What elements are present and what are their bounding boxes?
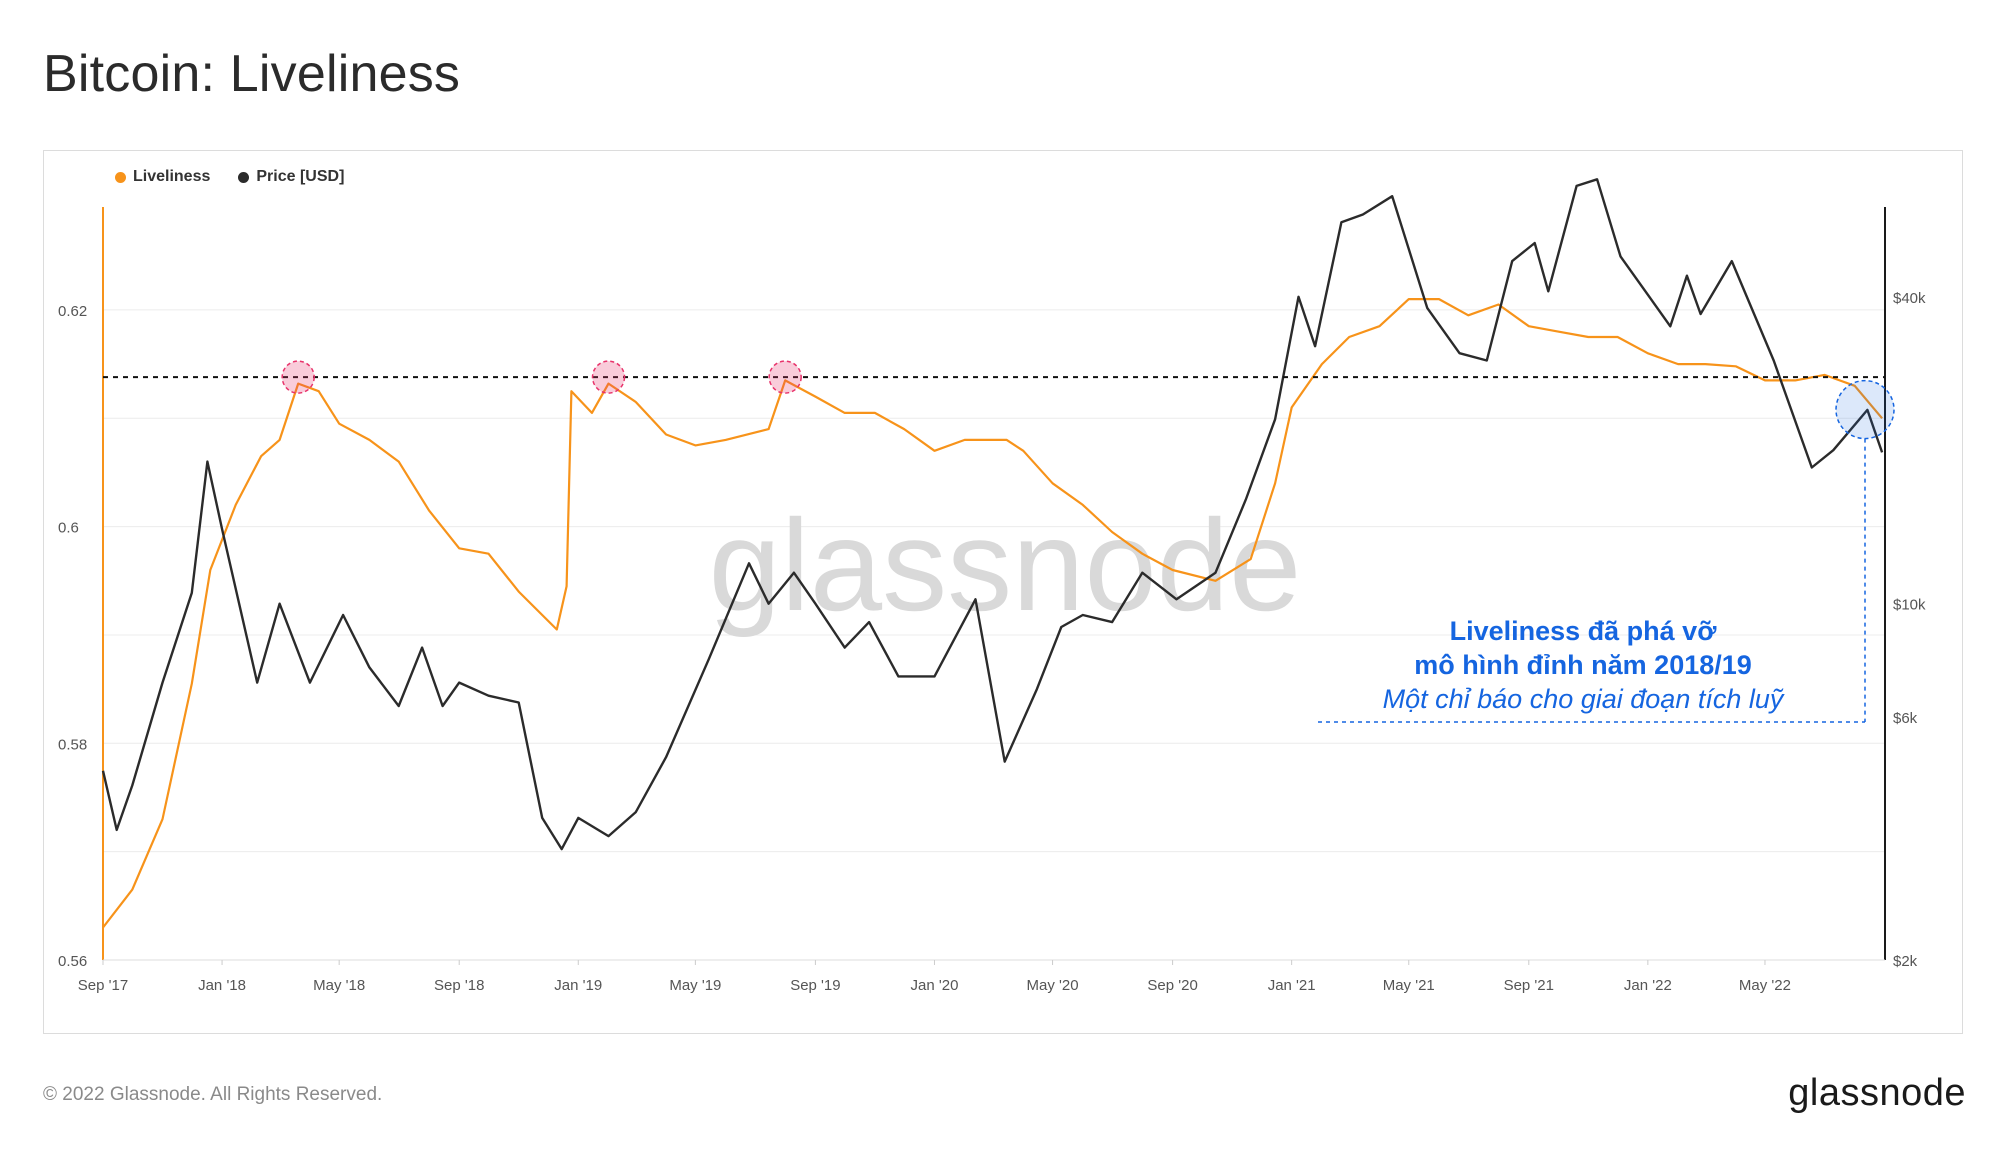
brand-logo: glassnode xyxy=(1788,1072,1966,1114)
x-tick-label: Sep '18 xyxy=(434,977,484,994)
copyright-text: © 2022 Glassnode. All Rights Reserved. xyxy=(43,1084,383,1105)
x-tick-label: May '18 xyxy=(313,977,365,994)
legend-dot-price xyxy=(238,171,250,183)
x-tick-label: Jan '21 xyxy=(1268,977,1316,994)
legend-label-liveliness: Liveliness xyxy=(133,168,211,185)
y-right-tick-label: $10k xyxy=(1893,597,1926,614)
legend-item-liveliness[interactable]: Liveliness xyxy=(115,168,210,186)
annotation-line-3: Một chỉ báo cho giai đoạn tích luỹ xyxy=(1383,684,1785,714)
legend-label-price: Price [USD] xyxy=(256,168,345,185)
annotation-line-1: Liveliness đã phá vỡ xyxy=(1450,616,1718,646)
x-tick-label: Jan '19 xyxy=(554,977,602,994)
x-tick-label: Jan '20 xyxy=(911,977,959,994)
peak-marker xyxy=(591,360,626,394)
x-tick-label: May '20 xyxy=(1027,977,1079,994)
legend-item-price[interactable]: Price [USD] xyxy=(238,168,344,186)
y-right-tick-label: $6k xyxy=(1893,710,1918,727)
liveliness-line xyxy=(102,298,1883,929)
price-line xyxy=(101,178,1884,851)
y-right-tick-label: $40k xyxy=(1893,290,1926,307)
y-left-tick-label: 0.62 xyxy=(58,303,87,320)
y-left-tick-label: 0.6 xyxy=(58,520,79,537)
x-tick-label: Sep '20 xyxy=(1147,977,1197,994)
annotation-line-2: mô hình đỉnh năm 2018/19 xyxy=(1414,650,1752,680)
chart-legend: Liveliness Price [USD] xyxy=(115,168,344,186)
x-tick-label: Sep '17 xyxy=(78,977,128,994)
x-tick-label: Sep '19 xyxy=(790,977,840,994)
x-tick-label: May '22 xyxy=(1739,977,1791,994)
peak-marker xyxy=(281,360,315,394)
peak-marker xyxy=(768,360,802,394)
chart-frame xyxy=(43,150,1963,1034)
breakdown-marker xyxy=(1835,379,1895,440)
y-left-tick-label: 0.56 xyxy=(58,953,87,970)
page-title: Bitcoin: Liveliness xyxy=(43,45,461,103)
y-left-tick-label: 0.58 xyxy=(58,736,87,753)
x-tick-label: Jan '22 xyxy=(1624,977,1672,994)
x-tick-label: May '19 xyxy=(669,977,721,994)
watermark-text: glassnode xyxy=(709,492,1302,638)
x-tick-label: Jan '18 xyxy=(198,977,246,994)
y-right-tick-label: $2k xyxy=(1893,953,1918,970)
x-tick-label: Sep '21 xyxy=(1504,977,1554,994)
x-tick-label: May '21 xyxy=(1383,977,1435,994)
legend-dot-liveliness xyxy=(115,171,126,183)
